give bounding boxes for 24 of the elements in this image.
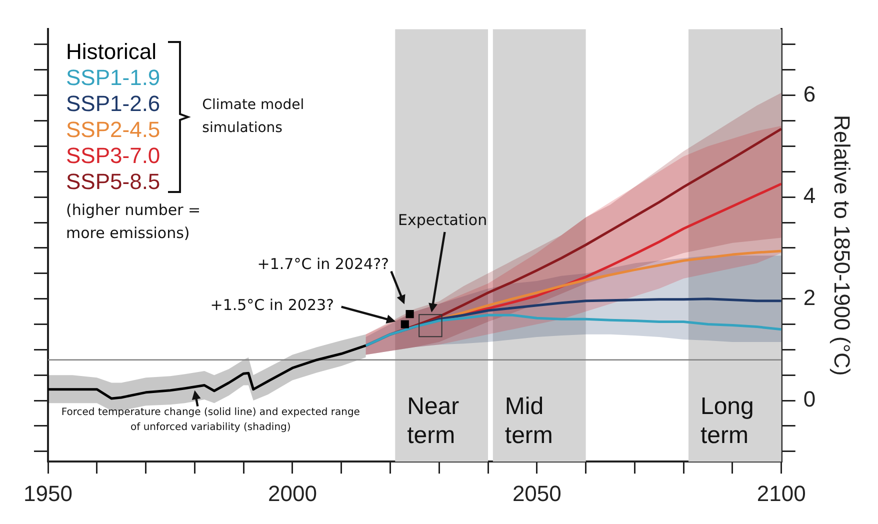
- text: Historical: [66, 39, 158, 66]
- annotation: +1.5°C in 2023?: [210, 296, 334, 314]
- text: SSP5-8.5: [66, 169, 160, 196]
- y-tick-label: 4: [803, 183, 816, 208]
- x-tick-label: 2000: [268, 480, 317, 506]
- annotation: Forced temperature change (solid line) and expected range of unforced variability (shading): [60, 406, 361, 436]
- band-label: Long term: [700, 392, 754, 450]
- y-tick-label: 6: [803, 81, 816, 106]
- annotation: (higher number = more emissions): [66, 200, 202, 244]
- text: SSP2-4.5: [66, 117, 160, 144]
- band-label: Near term: [407, 392, 460, 450]
- y-tick-label: 2: [803, 284, 816, 310]
- x-tick-label: 2100: [756, 480, 806, 506]
- text: SSP1-1.9: [66, 65, 160, 92]
- y-axis-title: Relative to 1850-1900 (°C): [830, 115, 855, 376]
- annotation: +1.7°C in 2024??: [257, 255, 389, 274]
- y-tick-label: 0: [803, 386, 816, 412]
- x-tick-label: 1950: [24, 480, 72, 506]
- x-tick-label: 2050: [512, 480, 562, 506]
- band-label: Mid term: [504, 392, 553, 450]
- annotation: Expectation: [398, 211, 488, 230]
- text: SSP3-7.0: [66, 143, 160, 170]
- annotation: Climate model simulations: [202, 96, 306, 138]
- text: SSP1-2.6: [66, 91, 160, 118]
